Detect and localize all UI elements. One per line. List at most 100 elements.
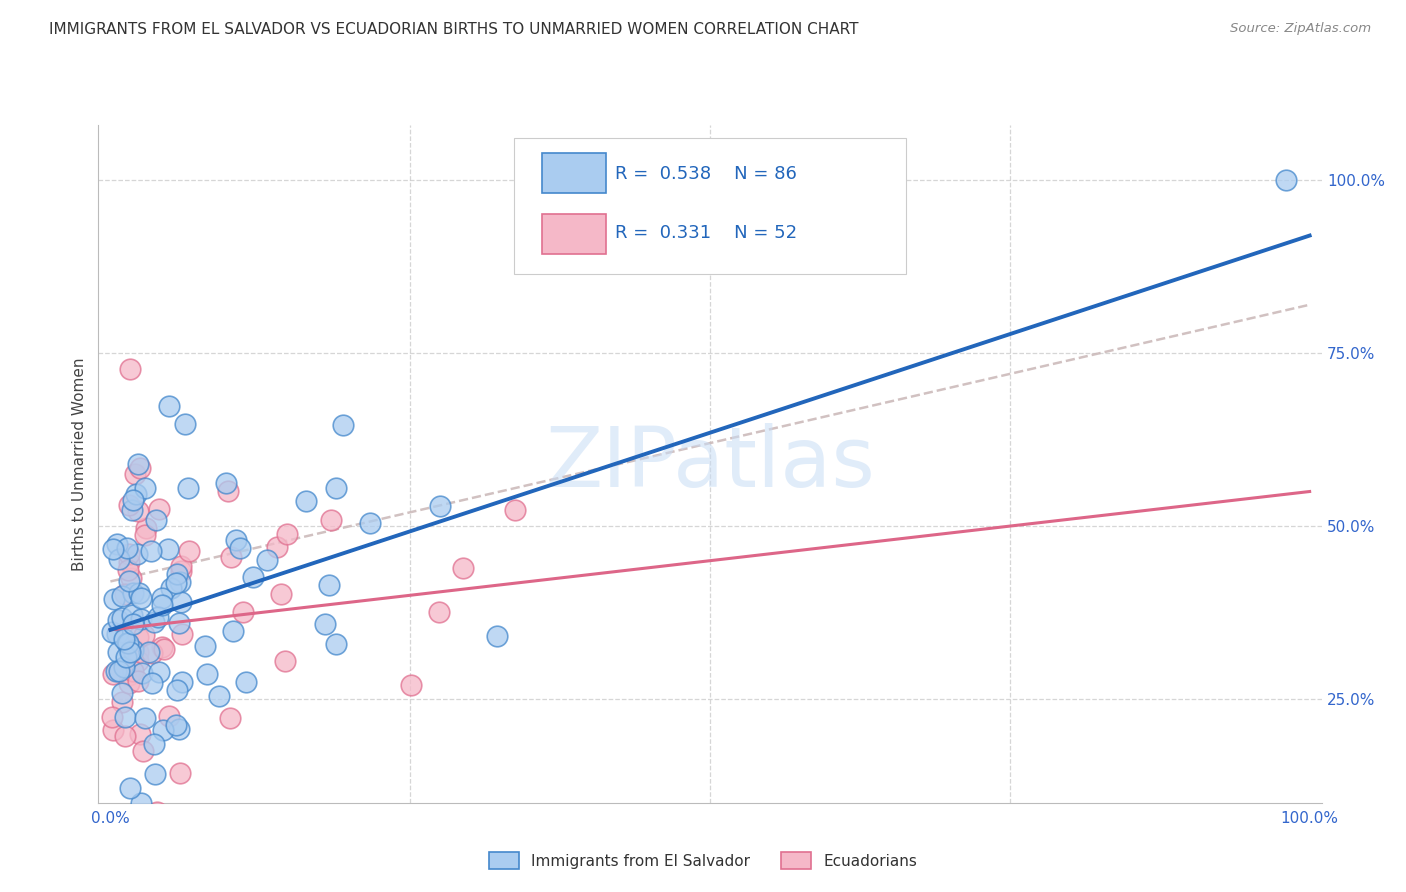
Point xyxy=(503,503,526,517)
Point xyxy=(105,537,128,551)
Point xyxy=(111,686,134,700)
Point xyxy=(170,627,193,641)
Point xyxy=(215,476,238,491)
Point xyxy=(118,555,141,569)
Point xyxy=(118,675,141,690)
Point xyxy=(170,564,193,578)
Point xyxy=(148,610,170,624)
Point xyxy=(134,528,156,542)
Point xyxy=(108,551,131,566)
Point xyxy=(156,541,179,556)
Point xyxy=(127,645,149,659)
Point xyxy=(145,805,167,820)
Point xyxy=(111,611,134,625)
Legend: Immigrants from El Salvador, Ecuadorians: Immigrants from El Salvador, Ecuadorians xyxy=(482,846,924,875)
Point xyxy=(121,664,143,678)
Point xyxy=(127,630,149,644)
Point xyxy=(128,586,150,600)
Point xyxy=(169,765,191,780)
Point xyxy=(359,516,381,530)
Point xyxy=(124,467,146,482)
Point xyxy=(165,718,187,732)
Point xyxy=(134,711,156,725)
Point xyxy=(121,585,143,599)
Point xyxy=(125,486,148,500)
Point xyxy=(325,481,347,495)
Point xyxy=(314,617,336,632)
Text: Source: ZipAtlas.com: Source: ZipAtlas.com xyxy=(1230,22,1371,36)
Point xyxy=(121,642,143,657)
Point xyxy=(276,527,298,541)
Point xyxy=(114,729,136,743)
Point xyxy=(120,571,142,585)
Point xyxy=(143,737,166,751)
Point xyxy=(232,605,254,619)
Point xyxy=(117,636,139,650)
Point xyxy=(112,660,135,674)
Point xyxy=(122,492,145,507)
Text: R =  0.331    N = 52: R = 0.331 N = 52 xyxy=(614,225,797,243)
Point xyxy=(195,667,218,681)
Point xyxy=(129,591,152,606)
Point xyxy=(169,722,191,736)
Point xyxy=(142,615,165,629)
Point xyxy=(177,481,200,495)
Point xyxy=(132,628,155,642)
Point xyxy=(166,683,188,698)
Point xyxy=(135,521,157,535)
Point xyxy=(429,500,451,514)
Point xyxy=(129,460,152,475)
Point xyxy=(141,646,163,660)
Point xyxy=(122,617,145,632)
Point xyxy=(160,582,183,596)
FancyBboxPatch shape xyxy=(515,138,905,274)
Point xyxy=(117,563,139,577)
Point xyxy=(141,543,163,558)
Text: R =  0.538    N = 86: R = 0.538 N = 86 xyxy=(614,165,796,183)
Point xyxy=(217,483,239,498)
Point xyxy=(128,726,150,740)
Point xyxy=(103,591,125,606)
Point xyxy=(138,645,160,659)
Point xyxy=(129,796,152,810)
Point xyxy=(115,650,138,665)
Point xyxy=(427,605,450,619)
Point xyxy=(153,641,176,656)
Point xyxy=(194,639,217,653)
Point xyxy=(131,666,153,681)
Point xyxy=(219,711,242,725)
Point xyxy=(125,547,148,561)
Point xyxy=(103,541,125,556)
Point xyxy=(101,710,124,724)
Point xyxy=(222,624,245,639)
Point xyxy=(169,575,191,590)
Point xyxy=(174,417,197,431)
Point xyxy=(111,695,134,709)
Point xyxy=(127,504,149,518)
Point xyxy=(141,675,163,690)
Point xyxy=(167,616,190,631)
Point xyxy=(118,574,141,588)
Point xyxy=(170,559,193,574)
Point xyxy=(150,598,173,612)
Point xyxy=(453,561,475,575)
Point xyxy=(114,710,136,724)
Point xyxy=(118,547,141,561)
Point xyxy=(105,664,128,678)
Point xyxy=(134,482,156,496)
Point xyxy=(114,587,136,601)
Point xyxy=(107,613,129,627)
Point xyxy=(114,632,136,646)
Point xyxy=(169,595,191,609)
Point xyxy=(157,709,180,723)
Point xyxy=(152,723,174,737)
Point xyxy=(150,640,173,654)
Text: ZIPatlas: ZIPatlas xyxy=(546,424,875,504)
Point xyxy=(242,570,264,584)
Point xyxy=(101,723,124,738)
Point xyxy=(1274,173,1296,187)
Point xyxy=(103,667,125,681)
Point xyxy=(148,665,170,680)
Point xyxy=(219,549,242,564)
Point xyxy=(235,675,257,690)
